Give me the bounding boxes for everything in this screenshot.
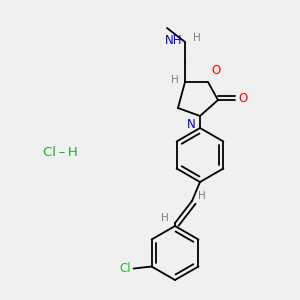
- Text: H: H: [198, 191, 206, 201]
- Text: H: H: [171, 75, 179, 85]
- Text: Cl – H: Cl – H: [43, 146, 77, 158]
- Text: NH: NH: [164, 34, 182, 47]
- Text: O: O: [211, 64, 220, 77]
- Text: O: O: [238, 92, 247, 106]
- Text: N: N: [187, 118, 196, 131]
- Text: Cl: Cl: [119, 262, 130, 275]
- Text: H: H: [161, 213, 169, 223]
- Text: H: H: [193, 33, 201, 43]
